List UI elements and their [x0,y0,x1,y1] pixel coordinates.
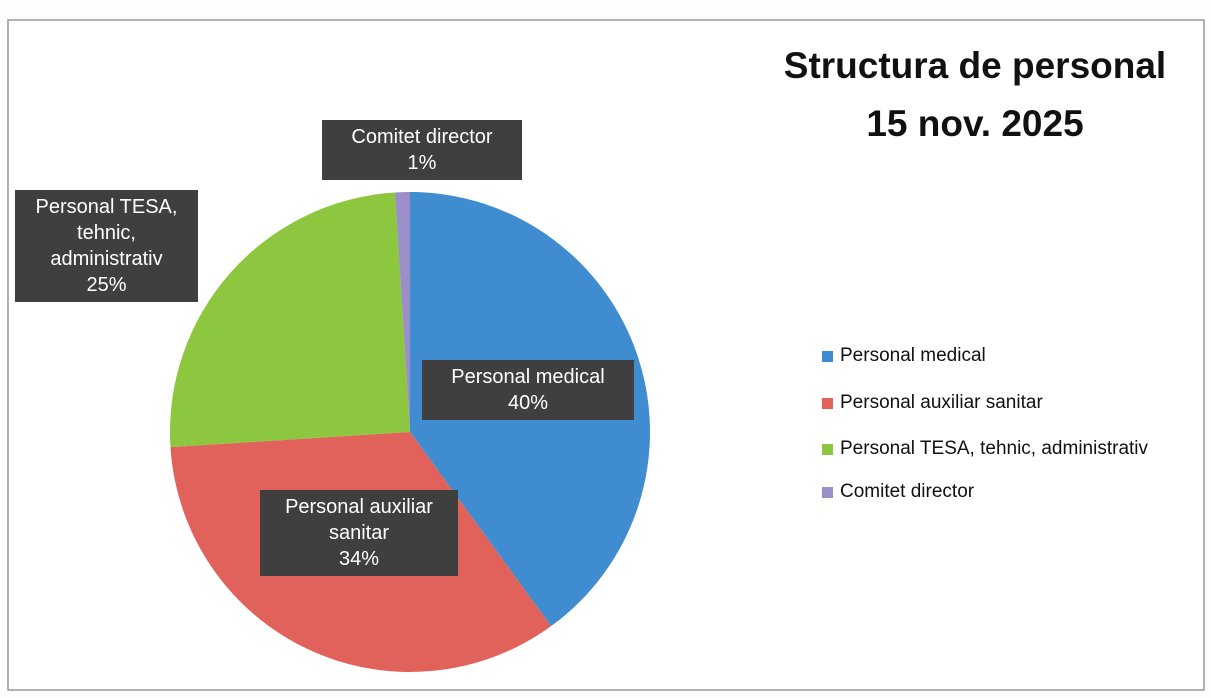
legend-swatch [822,443,833,455]
legend-entry: Personal medical [822,345,986,367]
data-label: Comitet director 1% [322,120,522,180]
data-label-category: Personal auxiliar sanitar [285,496,433,544]
data-label-value: 34% [338,548,380,570]
data-label-category: Personal TESA, tehnic, administrativ [35,196,178,270]
data-label-value: 40% [507,392,549,414]
data-label-category: Personal medical [451,366,605,388]
legend-swatch [822,486,833,498]
legend-label: Personal auxiliar sanitar [840,392,1043,413]
legend-label: Personal medical [840,345,986,366]
data-label: Personal medical 40% [422,360,634,420]
pie-slice [394,192,410,432]
chart-title: Structura de personal [783,45,1167,86]
chart-subtitle: 15 nov. 2025 [866,103,1084,144]
legend-swatch [822,397,833,409]
legend-entry: Personal TESA, tehnic, administrativ [822,438,1148,460]
legend-entry: Personal auxiliar sanitar [822,392,1043,414]
legend-label: Personal TESA, tehnic, administrativ [840,438,1149,459]
data-label: Personal auxiliar sanitar 34% [260,490,458,576]
data-label-value: 1% [407,152,437,174]
data-label-category: Comitet director [351,126,493,148]
legend-entry: Comitet director [822,481,974,503]
legend-swatch [822,350,833,362]
data-label-value: 25% [86,274,127,296]
data-label: Personal TESA, tehnic, administrativ 25% [15,190,198,302]
pie-slice [170,192,410,448]
legend-label: Comitet director [840,481,975,502]
